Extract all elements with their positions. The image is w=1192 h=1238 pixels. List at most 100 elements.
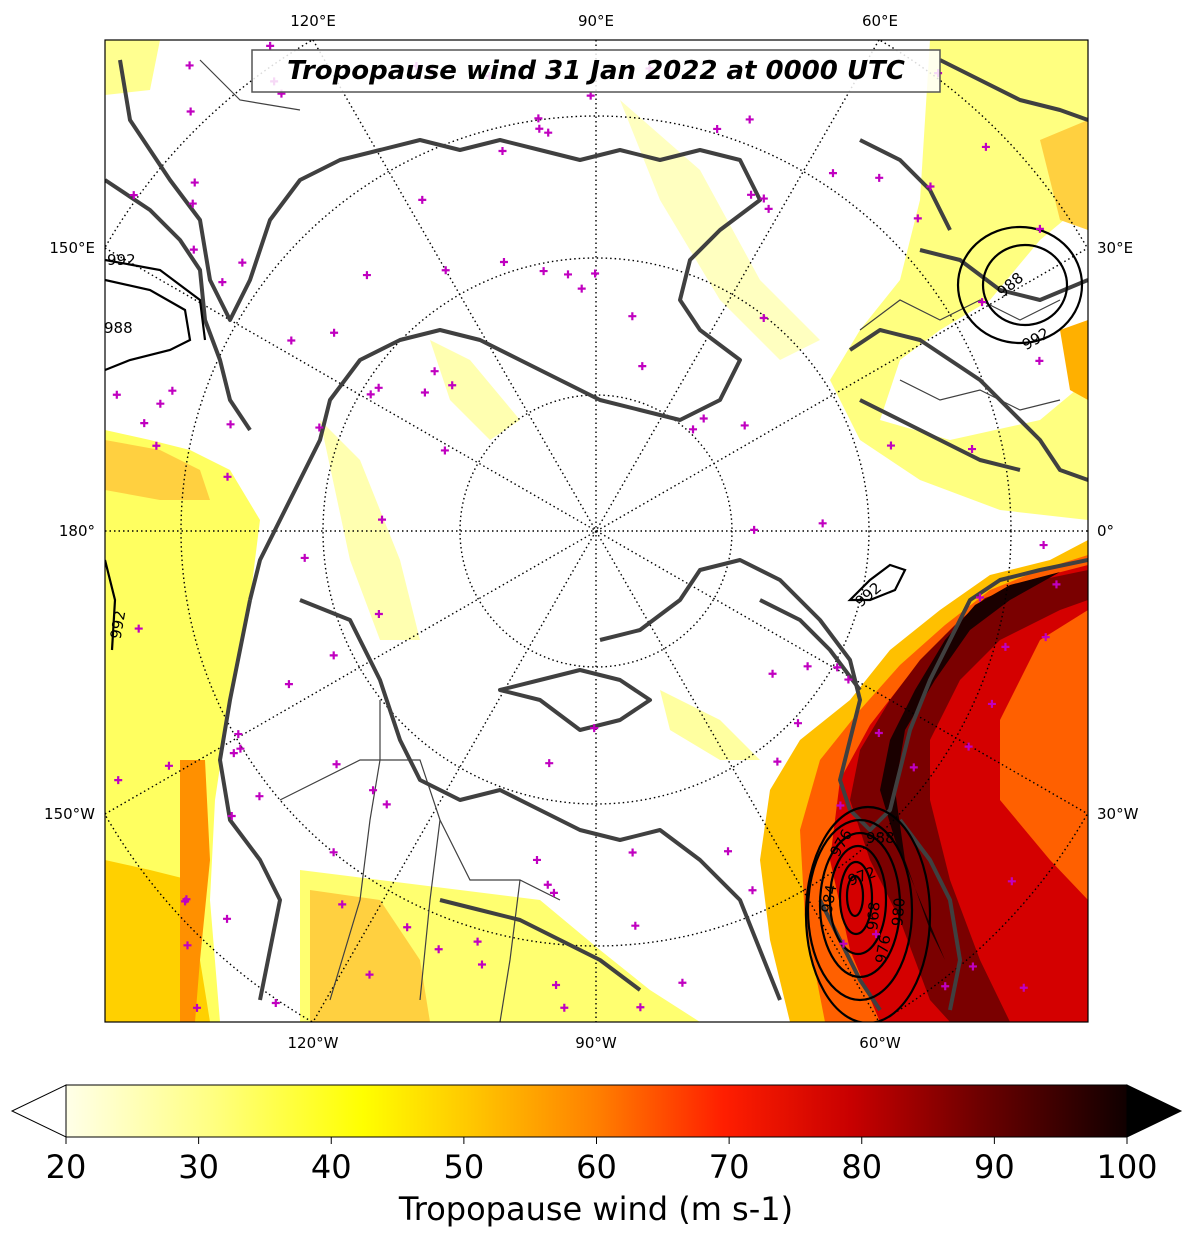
station-marker xyxy=(628,848,637,857)
station-marker xyxy=(362,271,371,280)
station-marker xyxy=(909,763,918,772)
station-marker xyxy=(441,266,450,275)
station-marker xyxy=(329,651,338,660)
station-marker xyxy=(713,124,722,133)
station-marker xyxy=(975,593,984,602)
station-marker xyxy=(181,897,190,906)
station-marker xyxy=(987,699,996,708)
station-marker xyxy=(724,847,733,856)
station-marker xyxy=(329,848,338,857)
station-marker xyxy=(1052,580,1061,589)
station-marker xyxy=(1035,224,1044,233)
station-marker xyxy=(631,921,640,930)
colorbar-tick-label: 60 xyxy=(576,1148,617,1186)
station-marker xyxy=(434,945,443,954)
map-border xyxy=(104,39,1089,1023)
station-marker xyxy=(403,923,412,932)
station-marker xyxy=(836,801,845,810)
station-marker xyxy=(448,381,457,390)
station-marker xyxy=(284,680,293,689)
station-marker xyxy=(638,362,647,371)
station-marker xyxy=(803,662,812,671)
contour-label: 980 xyxy=(888,897,908,927)
station-marker xyxy=(1039,541,1048,550)
station-marker xyxy=(315,423,324,432)
station-marker xyxy=(218,278,227,287)
station-marker xyxy=(577,284,586,293)
station-marker xyxy=(369,786,378,795)
lon-label-right: 30°E xyxy=(1097,239,1133,257)
colorbar-body xyxy=(65,1084,1128,1138)
station-marker xyxy=(549,888,558,897)
station-marker xyxy=(185,61,194,70)
station-marker xyxy=(365,970,374,979)
contour-label: 976 xyxy=(872,933,895,964)
station-marker xyxy=(532,855,541,864)
colorbar-extend-min xyxy=(10,1084,67,1138)
station-marker xyxy=(1001,642,1010,651)
contour-label: 968 xyxy=(863,901,883,931)
station-marker xyxy=(875,173,884,182)
station-marker xyxy=(740,421,749,430)
station-marker xyxy=(563,270,572,279)
station-marker xyxy=(759,194,768,203)
station-marker xyxy=(591,269,600,278)
station-marker xyxy=(874,728,883,737)
title-box xyxy=(251,49,941,93)
station-marker xyxy=(287,336,296,345)
station-marker xyxy=(223,914,232,923)
station-marker xyxy=(534,114,543,123)
station-marker xyxy=(374,383,383,392)
contour-label: 992 xyxy=(107,609,130,640)
station-marker xyxy=(477,960,486,969)
station-marker xyxy=(560,1003,569,1012)
coastlines xyxy=(105,58,1088,1012)
colorbar-tick-label: 20 xyxy=(46,1148,87,1186)
station-marker xyxy=(420,388,429,397)
station-marker xyxy=(1019,983,1028,992)
station-marker xyxy=(236,744,245,753)
station-marker xyxy=(926,182,935,191)
station-marker xyxy=(844,675,853,684)
colorbar-tick-label: 80 xyxy=(841,1148,882,1186)
station-marker xyxy=(440,446,449,455)
station-marker xyxy=(793,719,802,728)
station-marker xyxy=(499,257,508,266)
station-marker xyxy=(750,525,759,534)
station-marker xyxy=(913,214,922,223)
station-marker xyxy=(378,515,387,524)
station-marker xyxy=(229,749,238,758)
colorbar-extend-max xyxy=(1126,1084,1183,1138)
station-marker xyxy=(473,937,482,946)
borders xyxy=(199,59,1061,1022)
station-marker xyxy=(129,191,138,200)
colorbar-label: Tropopause wind (m s-1) xyxy=(398,1190,793,1228)
station-marker xyxy=(886,441,895,450)
station-marker xyxy=(839,939,848,948)
station-marker xyxy=(238,258,247,267)
station-marker xyxy=(978,298,987,307)
station-marker xyxy=(759,313,768,322)
station-marker xyxy=(748,886,757,895)
station-marker xyxy=(828,169,837,178)
station-marker xyxy=(689,425,698,434)
station-marker xyxy=(152,441,161,450)
station-marker xyxy=(968,445,977,454)
station-marker xyxy=(539,267,548,276)
station-marker xyxy=(745,115,754,124)
station-marker xyxy=(768,669,777,678)
contour-label: 988 xyxy=(104,319,133,337)
station-marker xyxy=(300,553,309,562)
station-marker xyxy=(773,757,782,766)
lon-label-left: 150°W xyxy=(44,805,95,823)
station-marker xyxy=(764,204,773,213)
longitude-labels: 120°E 90°E 60°E 120°W 90°W 60°W 150°E 18… xyxy=(44,12,1139,1052)
station-marker xyxy=(699,414,708,423)
station-marker xyxy=(183,941,192,950)
contour-labels: 992 988 992 988 992 992 988 984 976 972 … xyxy=(104,251,1053,965)
station-marker xyxy=(418,195,427,204)
station-marker xyxy=(535,124,544,133)
station-marker xyxy=(189,245,198,254)
